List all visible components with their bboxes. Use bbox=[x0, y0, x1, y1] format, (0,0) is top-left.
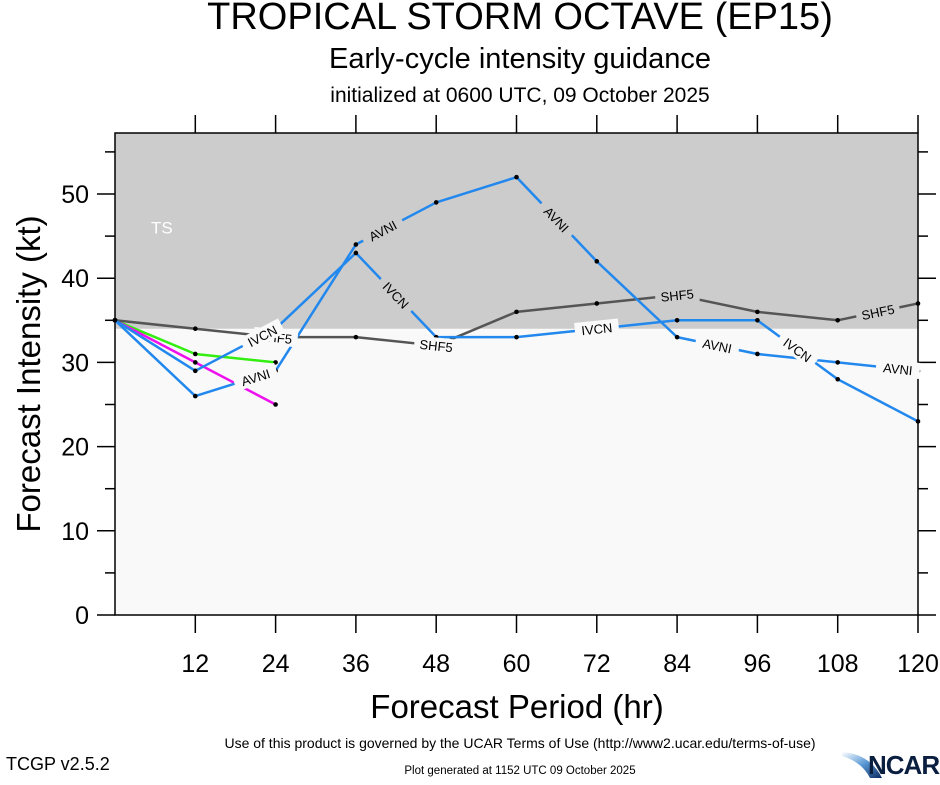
terms-of-use: Use of this product is governed by the U… bbox=[224, 735, 816, 751]
ncar-logo-text: NCAR bbox=[868, 750, 940, 780]
series-label-bg bbox=[232, 362, 279, 392]
data-point bbox=[755, 309, 760, 315]
x-tick-label: 120 bbox=[897, 650, 939, 678]
series-label-bg bbox=[239, 318, 286, 354]
version-label: TCGP v2.5.2 bbox=[6, 754, 110, 774]
data-point bbox=[674, 318, 680, 323]
x-axis-label: Forecast Period (hr) bbox=[370, 688, 663, 725]
initialized-time: initialized at 0600 UTC, 09 October 2025 bbox=[330, 84, 710, 107]
x-tick-label: 60 bbox=[503, 650, 531, 678]
series-label-bg bbox=[875, 358, 921, 379]
data-point bbox=[594, 259, 600, 264]
y-tick-label: 50 bbox=[61, 181, 89, 209]
series-labels: SHF5SHF5SHF5SHF5IVCNIVCNIVCNIVCNAVNIAVNI… bbox=[232, 197, 921, 392]
y-tick-label: 40 bbox=[61, 265, 89, 293]
data-point bbox=[835, 376, 840, 382]
series-label: SHF5 bbox=[654, 284, 700, 306]
data-point bbox=[915, 419, 921, 424]
series-label-bg bbox=[359, 213, 406, 248]
data-point bbox=[514, 174, 519, 180]
data-point bbox=[353, 334, 359, 340]
x-tick-label: 72 bbox=[583, 650, 611, 678]
y-tick-label: 10 bbox=[61, 518, 89, 546]
x-tick-label: 48 bbox=[422, 650, 450, 678]
series-label-text: SHF5 bbox=[860, 302, 896, 324]
data-point bbox=[755, 351, 760, 357]
data-point bbox=[915, 301, 921, 306]
data-point bbox=[273, 360, 278, 365]
ncar-logo: NCAR bbox=[840, 748, 940, 780]
y-tick-label: 20 bbox=[61, 434, 89, 462]
ts-band-label: TS bbox=[151, 219, 173, 238]
x-tick-label: 24 bbox=[262, 650, 290, 678]
series-label: SHF5 bbox=[854, 299, 902, 325]
chart-title: TROPICAL STORM OCTAVE (EP15) bbox=[207, 0, 833, 38]
x-tick-label: 96 bbox=[743, 650, 771, 678]
data-point bbox=[193, 393, 198, 399]
series-label-bg bbox=[535, 197, 578, 241]
series-label: SHF5 bbox=[413, 335, 459, 356]
data-point bbox=[193, 326, 198, 332]
data-point bbox=[193, 351, 198, 357]
data-point bbox=[755, 318, 760, 323]
x-tick-label: 12 bbox=[181, 650, 209, 678]
series-label-bg bbox=[654, 284, 700, 306]
x-tick-label: 108 bbox=[817, 650, 859, 678]
y-tick-label: 30 bbox=[61, 349, 89, 377]
series-label-bg bbox=[854, 299, 902, 325]
series-label: AVNI bbox=[875, 358, 921, 379]
x-tick-label: 84 bbox=[663, 650, 691, 678]
series-label: AVNI bbox=[694, 333, 741, 358]
data-point bbox=[112, 318, 118, 323]
data-point bbox=[193, 368, 198, 374]
series-label-text: AVNI bbox=[701, 336, 733, 357]
plot-background: TS bbox=[115, 133, 918, 615]
series-label-text: IVCN bbox=[581, 320, 613, 338]
data-point bbox=[514, 309, 519, 315]
data-point bbox=[193, 360, 198, 365]
series-label-text: SHF5 bbox=[660, 286, 695, 304]
data-point bbox=[674, 334, 680, 340]
x-tick-label: 36 bbox=[342, 650, 370, 678]
data-point bbox=[273, 402, 278, 407]
series-label: IVCN bbox=[574, 318, 620, 339]
series-label-text: SHF5 bbox=[419, 337, 454, 355]
data-point bbox=[835, 360, 840, 365]
series-label-bg bbox=[375, 273, 418, 317]
y-tick-label: 0 bbox=[75, 602, 89, 630]
y-axis-label: Forecast Intensity (kt) bbox=[10, 215, 47, 532]
data-point bbox=[433, 200, 439, 205]
data-point bbox=[835, 318, 840, 323]
chart-subtitle: Early-cycle intensity guidance bbox=[328, 43, 711, 75]
data-point bbox=[353, 242, 359, 247]
data-point bbox=[353, 250, 359, 256]
generated-time: Plot generated at 1152 UTC 09 October 20… bbox=[404, 765, 636, 777]
data-point bbox=[514, 334, 519, 340]
series-label-bg bbox=[413, 335, 459, 356]
ts-intensity-band bbox=[115, 133, 918, 329]
series-label-bg bbox=[694, 333, 741, 358]
ncar-swoosh-icon bbox=[842, 752, 882, 778]
series-label-bg bbox=[775, 330, 821, 370]
data-point bbox=[594, 301, 600, 306]
series-label-bg bbox=[574, 318, 620, 339]
series-label-text: AVNI bbox=[882, 360, 913, 378]
